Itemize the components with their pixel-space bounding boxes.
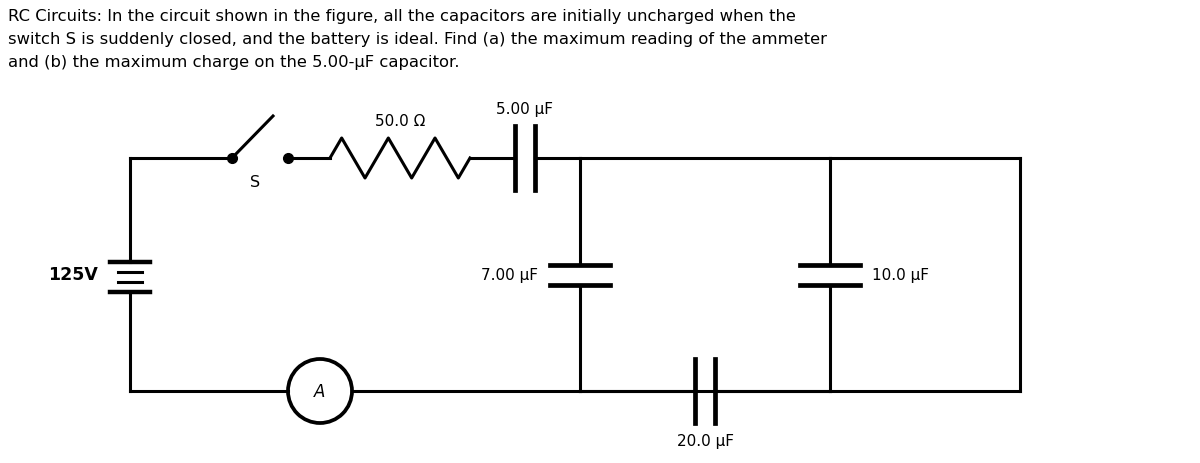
Text: S: S bbox=[250, 175, 260, 189]
Text: 7.00 μF: 7.00 μF bbox=[481, 268, 538, 282]
Text: 10.0 μF: 10.0 μF bbox=[872, 268, 929, 282]
Text: 125V: 125V bbox=[48, 266, 98, 284]
Text: RC Circuits: In the circuit shown in the figure, all the capacitors are initiall: RC Circuits: In the circuit shown in the… bbox=[8, 9, 827, 69]
Text: 50.0 Ω: 50.0 Ω bbox=[374, 114, 425, 129]
Text: 20.0 μF: 20.0 μF bbox=[677, 433, 733, 448]
Text: 5.00 μF: 5.00 μF bbox=[497, 102, 553, 117]
Text: A: A bbox=[314, 382, 325, 400]
